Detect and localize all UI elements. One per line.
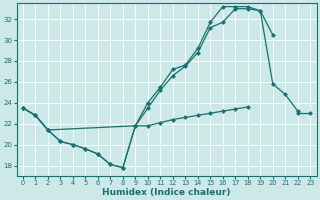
X-axis label: Humidex (Indice chaleur): Humidex (Indice chaleur)	[102, 188, 231, 197]
